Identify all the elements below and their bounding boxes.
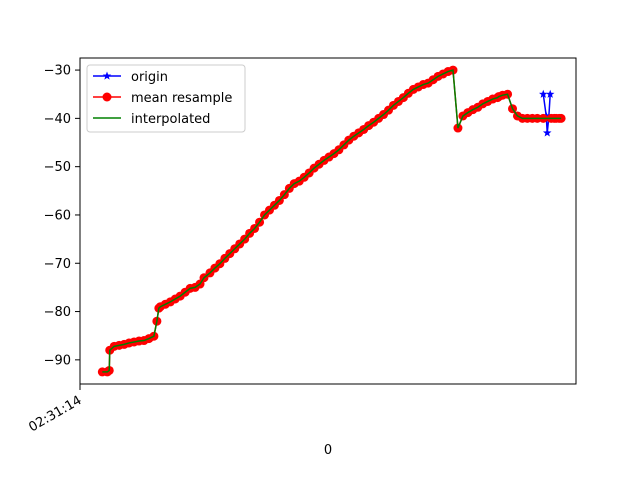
- y-tick-label: −30: [44, 64, 71, 79]
- plot-area: [97, 65, 566, 377]
- x-axis-label: 0: [324, 443, 332, 458]
- axes-frame: [79, 57, 577, 385]
- y-tick-label: −90: [44, 353, 71, 368]
- y-axis: −90 −80 −70 −60 −50 −40 −30: [44, 64, 80, 368]
- legend-marker-mean-resample: [102, 92, 112, 102]
- origin-point: [545, 89, 555, 98]
- legend-entry-mean-resample: mean resample: [93, 91, 232, 106]
- origin-point: [542, 128, 552, 137]
- y-tick-label: −70: [44, 257, 71, 272]
- legend-entry-interpolated: interpolated: [93, 112, 210, 127]
- legend-box: [86, 64, 246, 133]
- y-tick-label: −80: [44, 305, 71, 320]
- series-line-interpolated: [102, 69, 562, 373]
- origin-point: [538, 89, 548, 98]
- legend-label-mean-resample: mean resample: [131, 91, 232, 106]
- legend-label-origin: origin: [131, 70, 168, 85]
- y-tick-label: −60: [44, 208, 71, 223]
- y-tick-label: −50: [44, 160, 71, 175]
- legend: origin mean resample interpolated: [86, 64, 246, 133]
- y-tick-label: −40: [44, 112, 71, 127]
- legend-marker-origin: [102, 71, 112, 80]
- legend-label-interpolated: interpolated: [131, 112, 210, 127]
- legend-entry-origin: origin: [93, 70, 168, 85]
